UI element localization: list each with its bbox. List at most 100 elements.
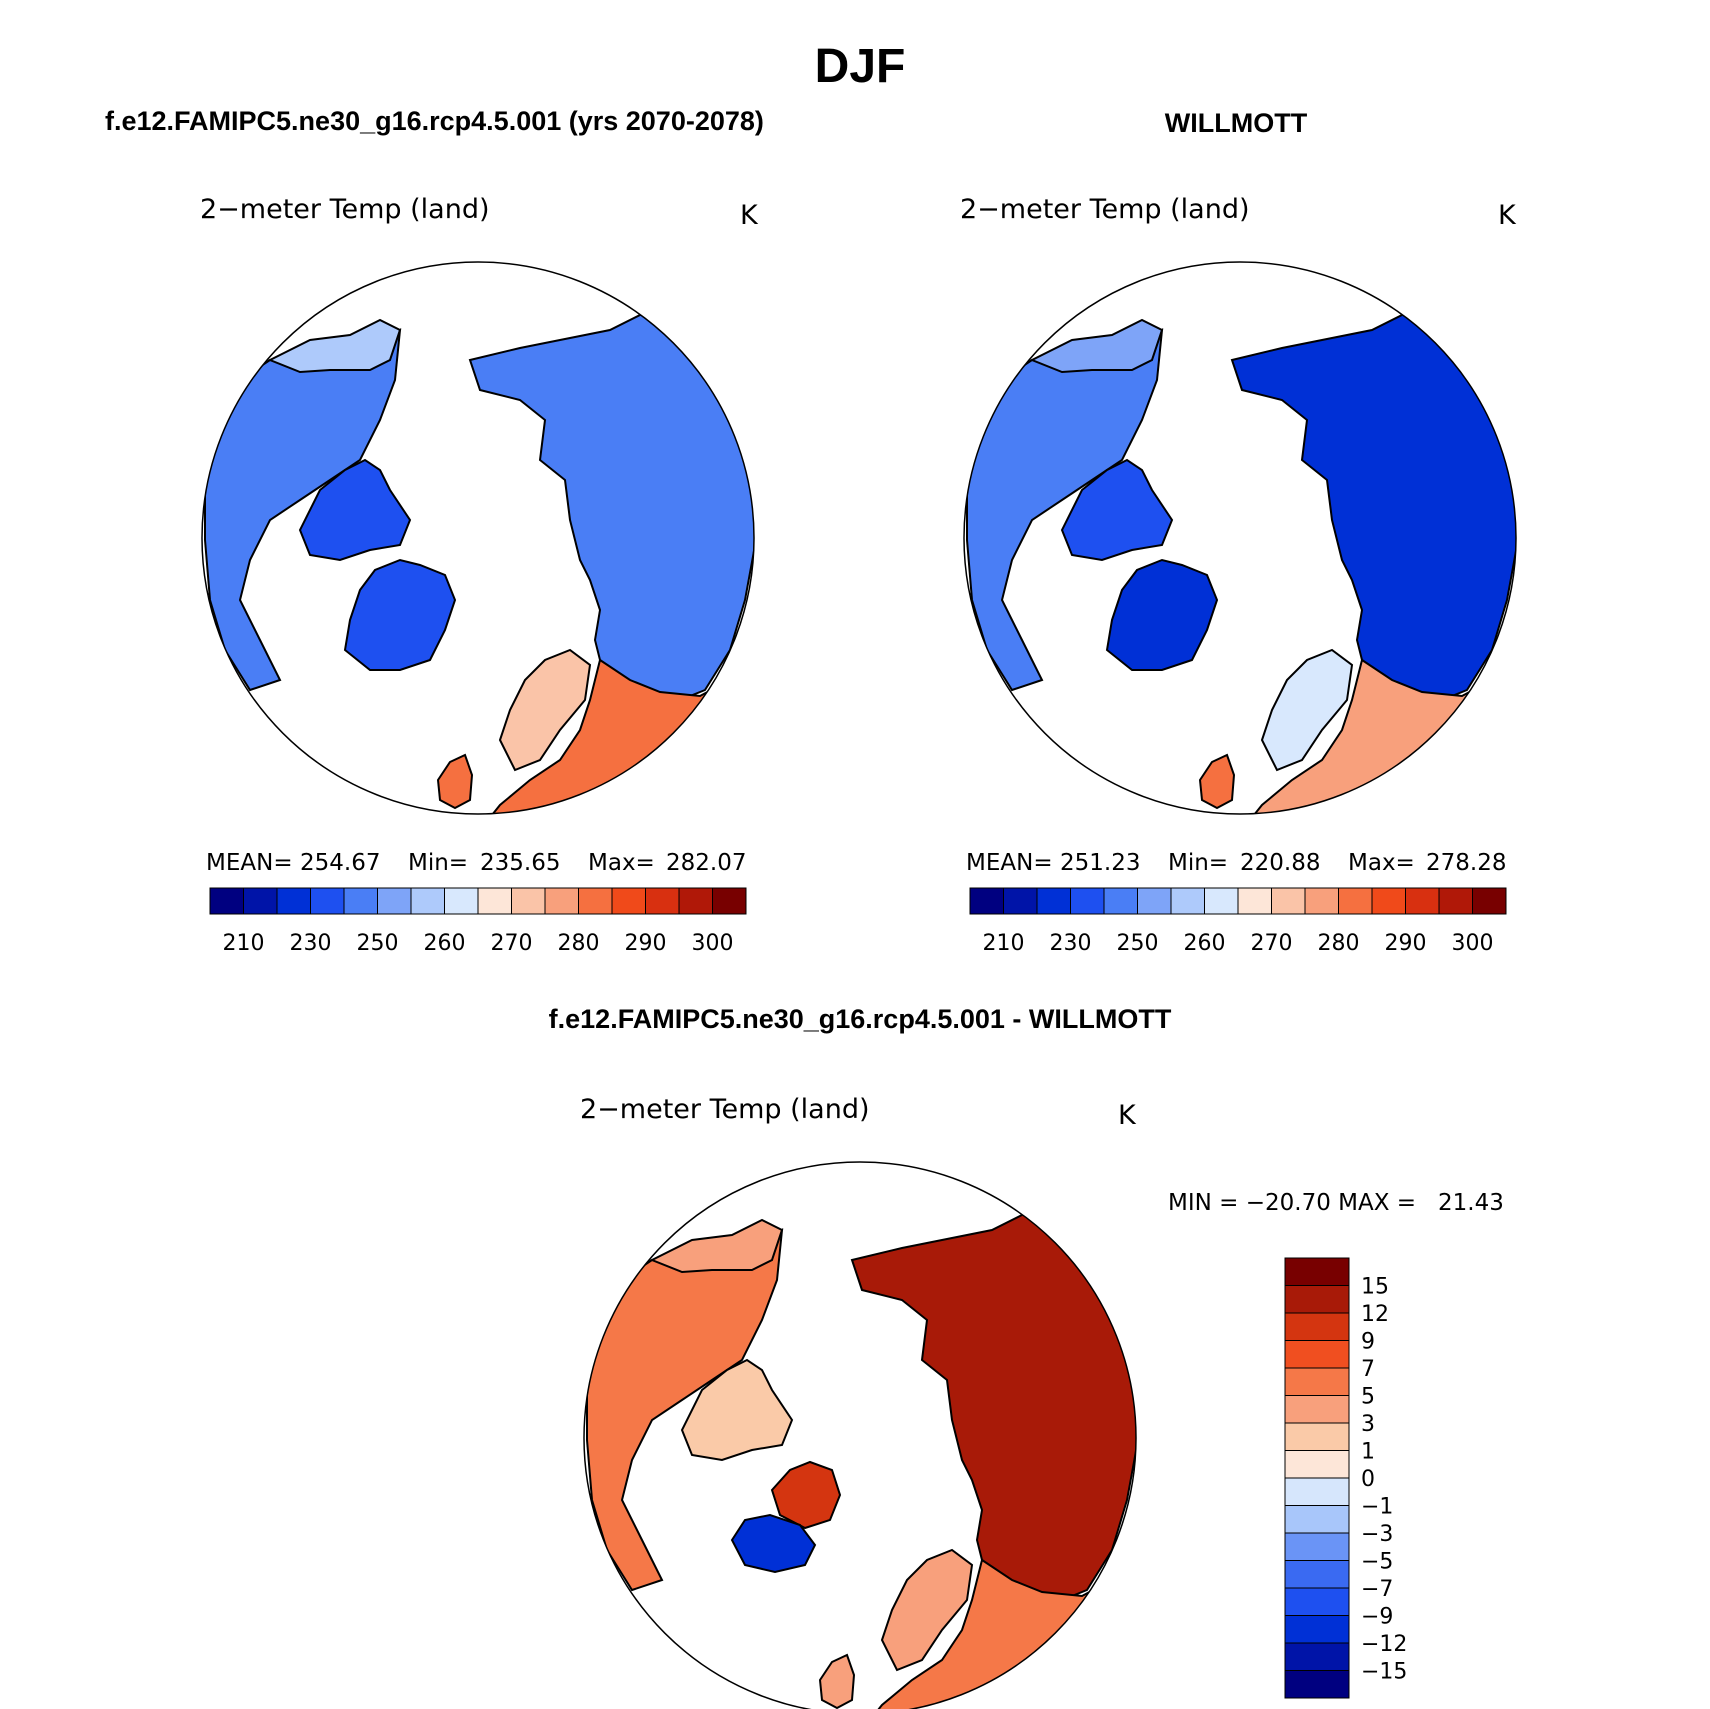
panel-2-colorbar-ticks: 210 230 250 260 270 280 290 300	[983, 931, 1494, 956]
colorbar-swatch	[578, 887, 613, 915]
colorbar-tick-label: 12	[1361, 1302, 1389, 1327]
panel-obs: WILLMOTT 2−meter Temp (land) K MEAN= 251…	[960, 108, 1517, 956]
colorbar-swatch	[1405, 887, 1440, 915]
panel-diff: f.e12.FAMIPC5.ne30_g16.rcp4.5.001 - WILL…	[549, 1004, 1504, 1709]
panel-1-region-britain	[436, 753, 474, 810]
colorbar-swatch	[1472, 887, 1507, 915]
colorbar-tick-label: −12	[1361, 1632, 1407, 1657]
panel-3-colorbar	[1284, 1257, 1350, 1699]
colorbar-swatch	[1284, 1670, 1350, 1699]
panel-3-region-archipelago	[680, 1358, 794, 1462]
colorbar-swatch	[1284, 1285, 1350, 1314]
colorbar-tick-label: −3	[1361, 1522, 1393, 1547]
colorbar-tick-label: 300	[1452, 931, 1494, 956]
panel-3-units: K	[1118, 1100, 1137, 1131]
colorbar-tick-label: 270	[1251, 931, 1293, 956]
colorbar-swatch	[444, 887, 479, 915]
panel-2-colorbar	[969, 887, 1507, 915]
panel-1-colorbar	[209, 887, 747, 915]
colorbar-swatch	[276, 887, 311, 915]
panel-2-mean-label: MEAN=	[966, 850, 1053, 876]
colorbar-swatch	[1304, 887, 1339, 915]
colorbar-tick-label: 3	[1361, 1412, 1375, 1437]
colorbar-swatch	[1284, 1560, 1350, 1589]
colorbar-tick-label: 250	[357, 931, 399, 956]
panel-2-region-archipelago	[1060, 458, 1174, 562]
colorbar-swatch	[243, 887, 278, 915]
panel-1-region-archipelago	[298, 458, 412, 562]
panel-2-map	[964, 262, 1516, 814]
colorbar-tick-label: 210	[223, 931, 265, 956]
panel-2-units: K	[1498, 200, 1517, 231]
panel-2-region-alaska	[1029, 318, 1164, 374]
colorbar-swatch	[477, 887, 512, 915]
panel-3-region-greenland-north	[770, 1460, 842, 1530]
colorbar-tick-label: 300	[692, 931, 734, 956]
colorbar-swatch	[1284, 1340, 1350, 1369]
colorbar-swatch	[377, 887, 412, 915]
colorbar-swatch	[1003, 887, 1038, 915]
colorbar-swatch	[1284, 1450, 1350, 1479]
colorbar-swatch	[645, 887, 680, 915]
colorbar-swatch	[1284, 1477, 1350, 1506]
colorbar-swatch	[511, 887, 546, 915]
panel-1-min-value: 235.65	[480, 850, 560, 876]
panel-3-region-scandinavia	[880, 1548, 974, 1672]
colorbar-tick-label: 290	[625, 931, 667, 956]
panel-2-max-value: 278.28	[1426, 850, 1506, 876]
colorbar-tick-label: 210	[983, 931, 1025, 956]
colorbar-tick-label: 290	[1385, 931, 1427, 956]
panel-2-map-boundary	[963, 261, 1517, 815]
panel-1-units: K	[740, 200, 759, 231]
panel-2-region-scandinavia	[1260, 648, 1354, 772]
colorbar-tick-label: −5	[1361, 1550, 1393, 1575]
panel-3-minmax: MIN = −20.70 MAX = 21.43	[1168, 1190, 1504, 1216]
colorbar-swatch	[1338, 887, 1373, 915]
colorbar-tick-label: −9	[1361, 1605, 1393, 1630]
panel-1-case-title: f.e12.FAMIPC5.ne30_g16.rcp4.5.001 (yrs 2…	[105, 106, 764, 136]
panel-model: f.e12.FAMIPC5.ne30_g16.rcp4.5.001 (yrs 2…	[105, 106, 764, 956]
panel-2-max-label: Max=	[1348, 850, 1415, 876]
panel-1-map-boundary	[201, 261, 755, 815]
colorbar-tick-label: 0	[1361, 1467, 1375, 1492]
panel-3-region-britain	[818, 1653, 856, 1709]
panel-2-case-title: WILLMOTT	[1165, 108, 1308, 138]
colorbar-swatch	[1284, 1587, 1350, 1616]
colorbar-swatch	[1284, 1532, 1350, 1561]
figure-title: DJF	[815, 40, 906, 93]
panel-1-max-value: 282.07	[666, 850, 746, 876]
colorbar-swatch	[1438, 887, 1473, 915]
colorbar-swatch	[1284, 1615, 1350, 1644]
colorbar-swatch	[969, 887, 1004, 915]
panel-1-colorbar-ticks: 210 230 250 260 270 280 290 300	[223, 931, 734, 956]
colorbar-swatch	[1284, 1312, 1350, 1341]
panel-2-mean-value: 251.23	[1060, 850, 1140, 876]
colorbar-swatch	[1036, 887, 1071, 915]
colorbar-swatch	[1204, 887, 1239, 915]
colorbar-swatch	[544, 887, 579, 915]
panel-3-map	[584, 1162, 1136, 1709]
panel-1-min-label: Min=	[408, 850, 468, 876]
colorbar-tick-label: 250	[1117, 931, 1159, 956]
colorbar-tick-label: 7	[1361, 1357, 1375, 1382]
colorbar-swatch	[1284, 1642, 1350, 1671]
colorbar-tick-label: 270	[491, 931, 533, 956]
colorbar-tick-label: 1	[1361, 1440, 1375, 1465]
colorbar-swatch	[1070, 887, 1105, 915]
panel-2-region-britain	[1198, 753, 1236, 810]
panel-3-region-greenland-south	[730, 1513, 817, 1574]
panel-1-mean-label: MEAN=	[206, 850, 293, 876]
panel-2-region-greenland	[1105, 558, 1219, 671]
colorbar-swatch	[1284, 1367, 1350, 1396]
panel-3-case-title: f.e12.FAMIPC5.ne30_g16.rcp4.5.001 - WILL…	[549, 1004, 1172, 1034]
colorbar-swatch	[678, 887, 713, 915]
panel-3-map-boundary	[583, 1161, 1137, 1709]
panel-1-region-alaska	[267, 318, 402, 374]
panel-2-min-label: Min=	[1168, 850, 1228, 876]
colorbar-swatch	[410, 887, 445, 915]
panel-2-variable-label: 2−meter Temp (land)	[960, 194, 1250, 225]
colorbar-swatch	[1284, 1505, 1350, 1534]
colorbar-tick-label: 15	[1361, 1275, 1389, 1300]
colorbar-tick-label: −1	[1361, 1495, 1393, 1520]
